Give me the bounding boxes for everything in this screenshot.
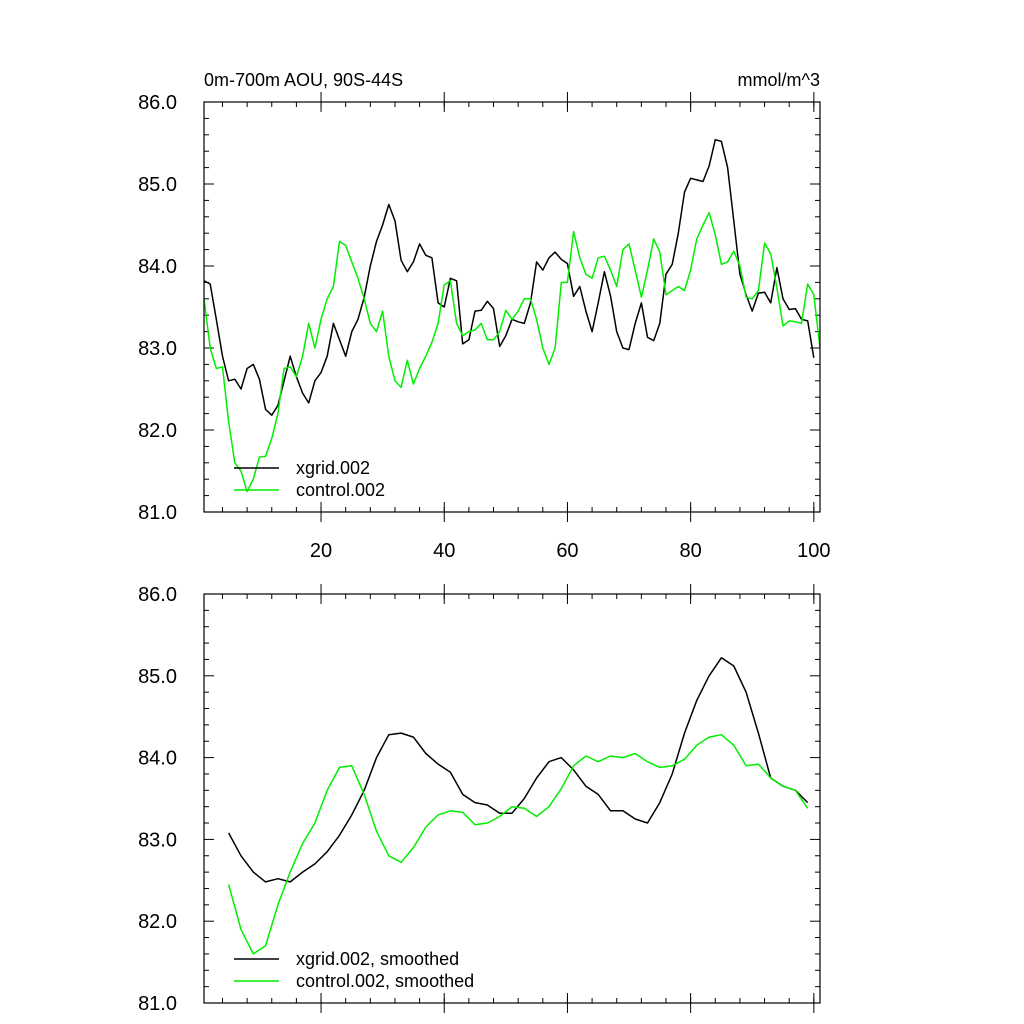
x-tick-label: 60 xyxy=(556,540,578,562)
x-tick-label: 100 xyxy=(797,540,830,562)
legend-label-xgrid: xgrid.002 xyxy=(296,458,370,478)
top-series-lines xyxy=(203,138,821,493)
bottom-tick-labels: 81.0 82.0 83.0 84.0 85.0 86.0 xyxy=(138,584,177,1015)
y-tick-label: 84.0 xyxy=(138,256,177,278)
bottom-legend: xgrid.002, smoothed control.002, smoothe… xyxy=(234,949,474,991)
series-line-control xyxy=(227,733,809,955)
y-tick-label: 85.0 xyxy=(138,174,177,196)
top-plot-frame xyxy=(203,101,821,513)
y-tick-label: 84.0 xyxy=(138,748,177,770)
top-tick-labels: 20 40 60 80 100 81.0 82.0 83.0 84.0 85.0 86.0 xyxy=(138,92,830,562)
y-tick-label: 83.0 xyxy=(138,338,177,360)
top-legend: xgrid.002 control.002 xyxy=(234,458,385,500)
series-line-xgrid xyxy=(227,657,809,883)
legend-label-control: control.002 xyxy=(296,480,385,500)
y-tick-label: 86.0 xyxy=(138,584,177,606)
series-line-xgrid xyxy=(203,138,815,416)
y-tick-label: 81.0 xyxy=(138,993,177,1015)
y-tick-label: 86.0 xyxy=(138,92,177,114)
y-tick-label: 85.0 xyxy=(138,666,177,688)
y-tick-label: 81.0 xyxy=(138,502,177,524)
y-tick-label: 82.0 xyxy=(138,911,177,933)
legend-label-xgrid-smoothed: xgrid.002, smoothed xyxy=(296,949,459,969)
y-tick-label: 82.0 xyxy=(138,420,177,442)
legend-label-control-smoothed: control.002, smoothed xyxy=(296,971,474,991)
bottom-panel: 81.0 82.0 83.0 84.0 85.0 86.0 xgrid.002, smoo… xyxy=(138,584,821,1015)
top-panel: 0m-700m AOU, 90S-44S mmol/m^3 20 40 60 80 10… xyxy=(138,70,830,562)
units-label: mmol/m^3 xyxy=(738,70,820,90)
x-tick-label: 20 xyxy=(310,540,332,562)
bottom-series-lines xyxy=(227,657,809,955)
x-tick-label: 40 xyxy=(433,540,455,562)
x-tick-label: 80 xyxy=(680,540,702,562)
bottom-plot-frame xyxy=(203,593,821,1004)
series-line-control xyxy=(203,211,821,493)
y-tick-label: 83.0 xyxy=(138,829,177,851)
chart-title: 0m-700m AOU, 90S-44S xyxy=(204,70,403,90)
